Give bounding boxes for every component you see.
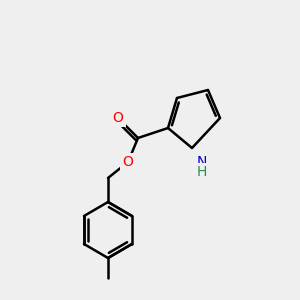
Text: N: N xyxy=(197,155,207,169)
Text: O: O xyxy=(112,111,123,125)
Text: O: O xyxy=(123,155,134,169)
Text: H: H xyxy=(197,165,207,179)
